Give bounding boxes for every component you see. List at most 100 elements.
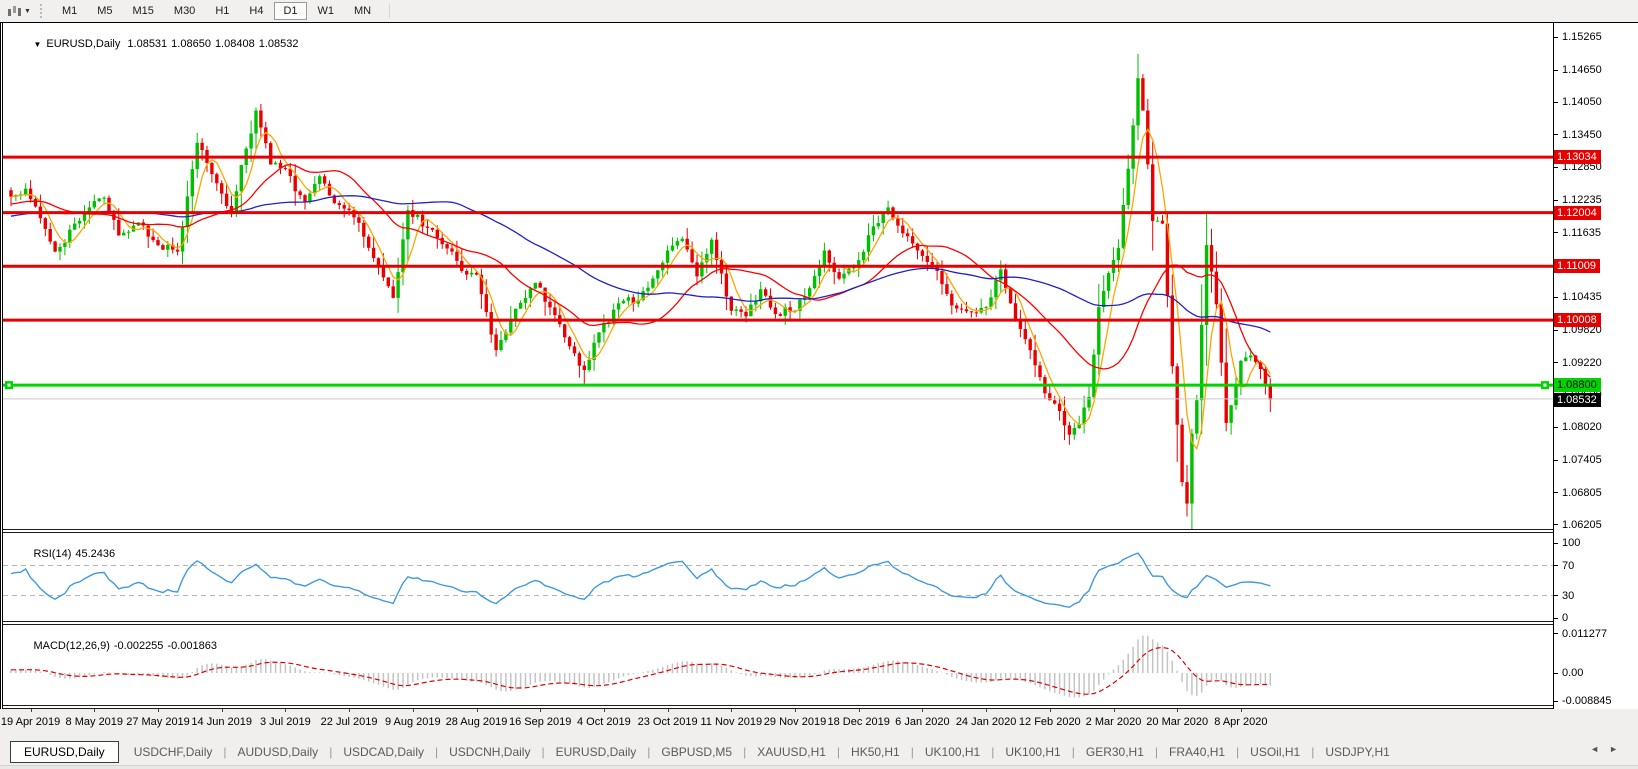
panel-separator[interactable] xyxy=(3,529,1553,533)
resistance-price-box: 1.12004 xyxy=(1554,205,1601,220)
date-label[interactable]: 14 Jun 2019 xyxy=(191,716,252,728)
tab-scroll-right-icon[interactable]: ► xyxy=(1609,744,1628,754)
date-label[interactable]: 22 Jul 2019 xyxy=(320,716,378,728)
tab-scroll-left-icon[interactable]: ◄ xyxy=(1590,744,1610,754)
axis-tick-mark xyxy=(1554,166,1558,168)
date-label[interactable]: 24 Jan 2020 xyxy=(955,716,1017,728)
date-label[interactable]: 27 May 2019 xyxy=(126,716,190,728)
rsi-value: 45.2436 xyxy=(75,548,116,560)
date-tick-mark xyxy=(349,709,351,712)
date-tick-mark xyxy=(540,709,542,712)
chart-tab-xauusd-h1[interactable]: XAUUSD,H1 xyxy=(757,745,826,759)
rsi-panel[interactable]: RSI(14) 45.2436 xyxy=(3,533,1553,621)
panel-separator xyxy=(3,705,1553,709)
chart-tab-eurusd-daily[interactable]: EURUSD,Daily xyxy=(555,745,637,759)
chart-tab-hk50-h1[interactable]: HK50,H1 xyxy=(851,745,900,759)
axis-tick-mark xyxy=(1554,199,1558,201)
resistance-price-box: 1.13034 xyxy=(1554,150,1601,165)
date-tick-mark xyxy=(94,709,96,712)
timeframe-button-h4[interactable]: H4 xyxy=(249,5,264,17)
chart-tab-ger30-h1[interactable]: GER30,H1 xyxy=(1085,745,1144,759)
collapse-caret-icon[interactable]: ▼ xyxy=(33,40,42,49)
timeframe-button-m30[interactable]: M30 xyxy=(173,5,196,17)
axis-tick-mark xyxy=(1554,617,1558,619)
date-label[interactable]: 11 Nov 2019 xyxy=(700,716,763,728)
date-label[interactable]: 23 Oct 2019 xyxy=(637,716,698,728)
date-tick-mark xyxy=(986,709,988,712)
date-tick-mark xyxy=(412,709,414,712)
tab-separator: | xyxy=(541,745,545,759)
tab-separator: | xyxy=(743,745,747,759)
tab-separator: | xyxy=(1311,745,1315,759)
tab-separator: | xyxy=(223,745,227,759)
date-label[interactable]: 18 Dec 2019 xyxy=(827,716,890,728)
axis-tick-label: 1.06205 xyxy=(1562,518,1602,531)
tab-separator: | xyxy=(647,745,651,759)
date-tick-mark xyxy=(476,709,478,712)
date-tick-mark xyxy=(158,709,159,712)
timeframe-button-m15[interactable]: M15 xyxy=(132,5,154,17)
date-label[interactable]: 3 Jul 2019 xyxy=(260,716,311,728)
ohlc-open: 1.08531 xyxy=(127,38,168,50)
date-tick-mark xyxy=(731,709,733,712)
chart-tab-audusd-daily[interactable]: AUDUSD,Daily xyxy=(237,745,319,759)
chart-tab-usdchf-daily[interactable]: USDCHF,Daily xyxy=(133,745,213,759)
chart-type-dropdown[interactable]: ▼ xyxy=(3,4,35,19)
date-label[interactable]: 19 Apr 2019 xyxy=(0,716,61,728)
macd-name: MACD(12,26,9) xyxy=(33,640,110,652)
date-tick-mark xyxy=(1177,709,1179,712)
chart-tab-usdcad-daily[interactable]: USDCAD,Daily xyxy=(343,745,424,759)
tab-separator: | xyxy=(1071,745,1075,759)
timeframe-button-d1[interactable]: D1 xyxy=(274,2,307,20)
panel-separator[interactable] xyxy=(3,621,1553,625)
date-label[interactable]: 9 Aug 2019 xyxy=(384,716,441,728)
chart-tab-uk100-h1[interactable]: UK100,H1 xyxy=(924,745,981,759)
date-label[interactable]: 4 Oct 2019 xyxy=(576,716,631,728)
chart-tab-gbpusd-m5[interactable]: GBPUSD,M5 xyxy=(661,745,733,759)
chart-window: ▼ EURUSD,Daily 1.08531 1.08650 1.08408 1.085… xyxy=(0,22,1638,709)
date-tick-mark xyxy=(1049,709,1051,712)
timeframe-button-h1[interactable]: H1 xyxy=(215,5,230,17)
date-label[interactable]: 2 Mar 2020 xyxy=(1085,716,1142,728)
date-label[interactable]: 6 Jan 2020 xyxy=(895,716,950,728)
date-tick-mark xyxy=(795,709,796,712)
axis-tick-label: 1.14650 xyxy=(1562,64,1602,77)
date-axis[interactable]: 19 Apr 2019 8 May 2019 27 May 2019 14 Jun 2… xyxy=(0,709,1638,739)
chart-tab-uk100-h1[interactable]: UK100,H1 xyxy=(1005,745,1061,759)
macd-panel[interactable]: MACD(12,26,9) -0.002255 -0.001863 xyxy=(3,625,1553,705)
date-label[interactable]: 12 Feb 2020 xyxy=(1018,716,1081,728)
ohlc-low: 1.08408 xyxy=(214,38,255,50)
rsi-axis-label: 70 xyxy=(1562,559,1575,572)
tab-separator: | xyxy=(1154,745,1159,759)
date-label[interactable]: 16 Sep 2019 xyxy=(508,716,572,728)
date-label[interactable]: 20 Mar 2020 xyxy=(1146,716,1209,728)
date-tick-mark xyxy=(30,709,32,712)
date-label[interactable]: 8 May 2019 xyxy=(65,716,124,728)
chart-tab-usdjpy-h1[interactable]: USDJPY,H1 xyxy=(1325,745,1390,759)
date-label[interactable]: 28 Aug 2019 xyxy=(445,716,508,728)
chart-tab-usdcnh-daily[interactable]: USDCNH,Daily xyxy=(449,745,531,759)
chart-tab-bar: EURUSD,Daily USDCHF,Daily | AUDUSD,Daily | US… xyxy=(0,739,1638,765)
axis-tick-mark xyxy=(1554,296,1558,298)
tab-separator: | xyxy=(329,745,333,759)
chart-tab-usoil-h1[interactable]: USOil,H1 xyxy=(1250,745,1301,759)
axis-tick-mark xyxy=(1554,542,1558,544)
axis-tick-mark xyxy=(1554,524,1558,526)
macd-axis-label: -0.008845 xyxy=(1562,695,1612,707)
macd-label: MACD(12,26,9) -0.002255 -0.001863 xyxy=(9,628,221,664)
chart-tab-eurusd-daily[interactable]: EURUSD,Daily xyxy=(10,741,119,763)
candlestick-chart[interactable] xyxy=(3,23,1553,529)
timeframe-button-mn[interactable]: MN xyxy=(354,5,372,17)
chart-tab-fra40-h1[interactable]: FRA40,H1 xyxy=(1169,745,1226,759)
timeframe-button-m1[interactable]: M1 xyxy=(61,5,78,17)
tab-separator: | xyxy=(910,745,914,759)
timeframe-button-m5[interactable]: M5 xyxy=(97,5,113,17)
candlestick-chart-icon xyxy=(8,5,21,16)
date-label[interactable]: 8 Apr 2020 xyxy=(1214,716,1268,728)
date-label[interactable]: 29 Nov 2019 xyxy=(763,716,827,728)
date-tick-mark xyxy=(858,709,860,712)
rsi-axis-label: 0 xyxy=(1562,612,1569,624)
price-panel[interactable]: ▼ EURUSD,Daily 1.08531 1.08650 1.08408 1.085… xyxy=(3,23,1553,529)
price-axis[interactable]: 1.15265 1.14650 1.14050 1.13450 1.12850 1.122… xyxy=(1553,23,1638,709)
timeframe-button-w1[interactable]: W1 xyxy=(317,5,335,17)
